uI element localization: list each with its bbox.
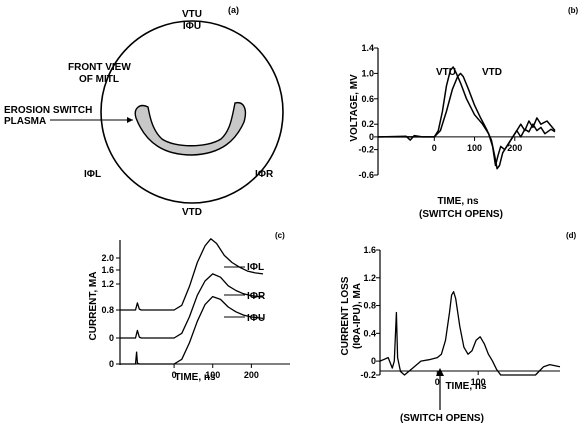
panel-d-current-loss-chart: (d) CURRENT LOSS (IΦA-IPU), MA TIME, ns … xyxy=(340,231,577,424)
y-tick-label: 0 xyxy=(109,333,114,343)
panel-d-label: (d) xyxy=(566,231,577,240)
series-line-3 xyxy=(120,295,264,365)
x-tick-label: 200 xyxy=(507,143,522,153)
y-tick-label: 0 xyxy=(371,356,376,366)
series-line-1 xyxy=(379,291,561,376)
panel-c-xlabel: TIME, ns xyxy=(174,372,216,383)
y-tick-label: -0.6 xyxy=(358,170,374,180)
panel-d-switch-arrowhead xyxy=(436,368,444,376)
panel-c-current-chart: (c) CURRENT, MA TIME, ns IΦL IΦR IΦU 2.0… xyxy=(88,231,290,383)
front-view-label: FRONT VIEW xyxy=(68,62,131,73)
plasma-pointer-arrowhead xyxy=(127,117,133,123)
panel-b-label: (b) xyxy=(568,6,579,15)
panel-d-note: (SWITCH OPENS) xyxy=(400,413,484,424)
y-tick-label: 0.8 xyxy=(363,301,376,311)
y-tick-label: 0.8 xyxy=(101,305,114,315)
iphil-position-label: IΦL xyxy=(84,169,101,180)
panel-a-label: (a) xyxy=(228,5,239,15)
iphir-position-label: IΦR xyxy=(255,169,274,180)
panel-c-ylabel: CURRENT, MA xyxy=(88,272,99,341)
panel-c-iphiu-label: IΦU xyxy=(247,313,265,324)
panel-b-vtd-label: VTD xyxy=(482,67,502,78)
x-tick-label: 0 xyxy=(172,370,177,380)
y-tick-label: 0 xyxy=(369,132,374,142)
panel-d-xlabel: TIME, ns xyxy=(445,381,487,392)
panel-d-ylabel-line1: CURRENT LOSS xyxy=(340,276,351,355)
y-tick-label: 2.0 xyxy=(101,253,114,263)
iphiu-position-label: IΦU xyxy=(183,21,201,32)
erosion-switch-plasma xyxy=(134,101,247,156)
x-tick-label: 100 xyxy=(471,377,486,387)
vtu-position-label: VTU xyxy=(182,9,202,20)
y-tick-label: 0.6 xyxy=(361,94,374,104)
series-line-1 xyxy=(120,238,264,311)
y-tick-label: 1.4 xyxy=(361,43,374,53)
panel-b-vtu-label: VTU xyxy=(436,67,456,78)
y-tick-label: 0 xyxy=(109,359,114,369)
panel-c-iphil-label: IΦL xyxy=(247,262,264,273)
x-tick-label: 100 xyxy=(205,370,220,380)
y-tick-label: 1.6 xyxy=(101,265,114,275)
panel-a: (a) VTU IΦU FRONT VIEW OF MITL EROSION S… xyxy=(4,5,284,218)
panel-b-ylabel: VOLTAGE, MV xyxy=(349,74,360,142)
y-tick-label: 0.4 xyxy=(363,328,376,338)
x-tick-label: 0 xyxy=(432,143,437,153)
panel-b-note: (SWITCH OPENS) xyxy=(419,209,503,220)
y-tick-label: 1.6 xyxy=(363,245,376,255)
panel-d-ylabel-line2: (IΦA-IPU), MA xyxy=(352,283,363,349)
x-tick-label: 100 xyxy=(467,143,482,153)
x-tick-label: 200 xyxy=(244,370,259,380)
y-tick-label: -0.2 xyxy=(358,145,374,155)
panel-b-voltage-chart: (b) VOLTAGE, MV TIME, ns (SWITCH OPENS) … xyxy=(349,6,579,220)
vtd-position-label: VTD xyxy=(182,207,202,218)
y-tick-label: -0.2 xyxy=(360,370,376,380)
mitl-outline-circle xyxy=(100,20,284,204)
series-line-2 xyxy=(378,72,556,170)
y-tick-label: 1.2 xyxy=(363,273,376,283)
x-tick-label: 0 xyxy=(435,377,440,387)
of-mitl-label: OF MITL xyxy=(79,74,119,85)
panel-b-xlabel: TIME, ns xyxy=(437,196,479,207)
plasma-label: PLASMA xyxy=(4,116,46,127)
y-tick-label: 1.2 xyxy=(101,279,114,289)
y-tick-label: 1.0 xyxy=(361,68,374,78)
y-tick-label: 0.2 xyxy=(361,119,374,129)
erosion-switch-label: EROSION SWITCH xyxy=(4,105,92,116)
panel-c-label: (c) xyxy=(275,231,285,240)
series-line-2 xyxy=(120,273,264,339)
